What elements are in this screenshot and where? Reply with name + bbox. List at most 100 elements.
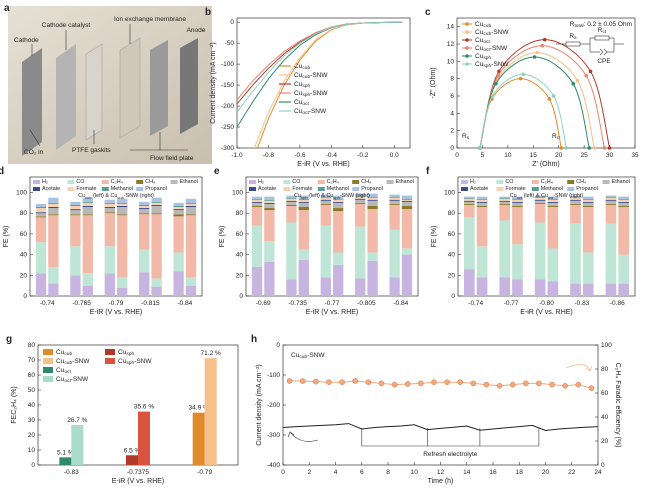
legend-label: H₂ bbox=[258, 179, 264, 185]
text-part: PTFE gaskits bbox=[72, 147, 111, 154]
legend-label: Propanol bbox=[361, 186, 383, 192]
bar-segment bbox=[333, 208, 344, 212]
bar-segment bbox=[389, 196, 400, 198]
text-part: -0.69 bbox=[256, 300, 271, 307]
bar-segment bbox=[570, 204, 581, 224]
text-part: -SNW bbox=[491, 61, 509, 68]
panel-letter: a bbox=[4, 3, 10, 14]
text-part: 40 bbox=[28, 402, 36, 409]
bar-segment bbox=[151, 213, 162, 215]
text-part: -150 bbox=[221, 82, 234, 89]
cpe bbox=[599, 48, 604, 56]
text-part: 10 bbox=[411, 469, 419, 476]
text-part: R bbox=[570, 21, 575, 28]
bar-segment bbox=[333, 195, 344, 199]
y-tick-label: 80 bbox=[448, 210, 456, 217]
text-part: Cu bbox=[294, 81, 303, 88]
bar-segment bbox=[117, 287, 128, 296]
marker bbox=[588, 69, 593, 74]
bar-segment bbox=[251, 225, 263, 268]
plot-frame bbox=[29, 176, 203, 297]
bar-segment bbox=[251, 201, 263, 203]
bar-segment bbox=[512, 198, 523, 200]
bar-segment bbox=[582, 207, 594, 253]
bar-segment bbox=[264, 196, 275, 200]
bar-segment bbox=[298, 207, 309, 211]
marker bbox=[509, 381, 516, 388]
text-part: -0.77 bbox=[325, 300, 340, 307]
arrow-head bbox=[585, 365, 593, 372]
legend-swatch bbox=[136, 180, 144, 184]
legend-label: Cusph bbox=[475, 53, 491, 61]
y-tick-label: 10 bbox=[28, 447, 36, 454]
y-tick-label: -150 bbox=[221, 82, 234, 89]
y-tick-label: 80 bbox=[28, 342, 36, 349]
subscript: s bbox=[467, 136, 470, 141]
bar-segment bbox=[499, 197, 511, 199]
text-part: FE (%) bbox=[219, 226, 226, 248]
x-tick-label: -1.0 bbox=[231, 152, 243, 159]
annotation: Cucub-SNW bbox=[291, 352, 325, 360]
x-tick-label: 5 bbox=[481, 152, 485, 159]
text-part: (left) & bbox=[308, 193, 327, 199]
text-part: Current density (mA cm⁻²) bbox=[210, 42, 217, 124]
subscript: oct bbox=[483, 39, 490, 45]
legend-label: Cusph bbox=[294, 81, 310, 89]
x-tick-label: 0 bbox=[281, 469, 285, 476]
x-tick-label: -0.77 bbox=[504, 300, 519, 307]
legend-marker bbox=[465, 38, 469, 42]
x-tick-label: -0.80 bbox=[539, 300, 554, 307]
y-tick-label: 0 bbox=[276, 342, 280, 349]
bar-segment bbox=[286, 201, 297, 205]
text-part: Cu bbox=[294, 63, 303, 70]
bar-segment bbox=[82, 273, 93, 286]
text-part: 4 bbox=[450, 110, 454, 117]
bar-segment bbox=[139, 209, 150, 214]
bar-segment bbox=[320, 197, 331, 200]
marker bbox=[444, 379, 450, 386]
bar-segment bbox=[464, 269, 475, 296]
marker bbox=[540, 43, 544, 48]
y-tick-label: 0 bbox=[230, 19, 234, 26]
text-part: 30 bbox=[28, 417, 36, 424]
legend-label: Cuoct bbox=[475, 37, 490, 45]
x-tick-label: 10 bbox=[504, 152, 512, 159]
text-part: Methanol bbox=[111, 186, 133, 192]
y-tick-label: 60 bbox=[236, 231, 244, 238]
text-part: 80 bbox=[448, 210, 456, 217]
y-tick-label: 50 bbox=[28, 387, 36, 394]
bar-segment bbox=[251, 202, 263, 206]
legend-swatch bbox=[531, 180, 539, 184]
bar-segment bbox=[333, 201, 344, 203]
marker bbox=[365, 379, 372, 386]
bar-segment bbox=[70, 209, 81, 211]
marker bbox=[521, 72, 525, 77]
x-axis-title: E-iR (V vs. RHE) bbox=[306, 309, 359, 316]
x-tick-label: -0.7375 bbox=[127, 469, 149, 476]
text-part: CO bbox=[76, 179, 84, 185]
bar bbox=[126, 455, 138, 465]
marker bbox=[496, 382, 503, 389]
bar-segment bbox=[476, 202, 488, 206]
text-part: Cu bbox=[294, 108, 303, 115]
text-part: 60 bbox=[20, 231, 28, 238]
x-tick-label: 20 bbox=[555, 152, 563, 159]
bar-segment bbox=[70, 201, 81, 205]
bar-segment bbox=[185, 205, 197, 208]
legend-label: Cucub-SNW bbox=[294, 72, 328, 80]
subscript: oct bbox=[64, 378, 71, 384]
subscript: sph bbox=[483, 55, 491, 61]
text-part: Cu bbox=[294, 90, 303, 97]
text-part: Cu bbox=[475, 21, 484, 28]
bar-segment bbox=[464, 203, 475, 205]
x-tick-label: -0.86 bbox=[610, 300, 625, 307]
bar-segment bbox=[512, 207, 523, 245]
marker bbox=[378, 380, 385, 387]
text-part: Ethanol bbox=[612, 179, 630, 185]
bar-segment bbox=[173, 216, 184, 253]
legend-label: C₂H₄ bbox=[111, 179, 123, 185]
bar-segment bbox=[389, 194, 400, 197]
legend-label: Cucub-SNW bbox=[56, 358, 90, 366]
text-part: -0.74 bbox=[40, 300, 55, 307]
